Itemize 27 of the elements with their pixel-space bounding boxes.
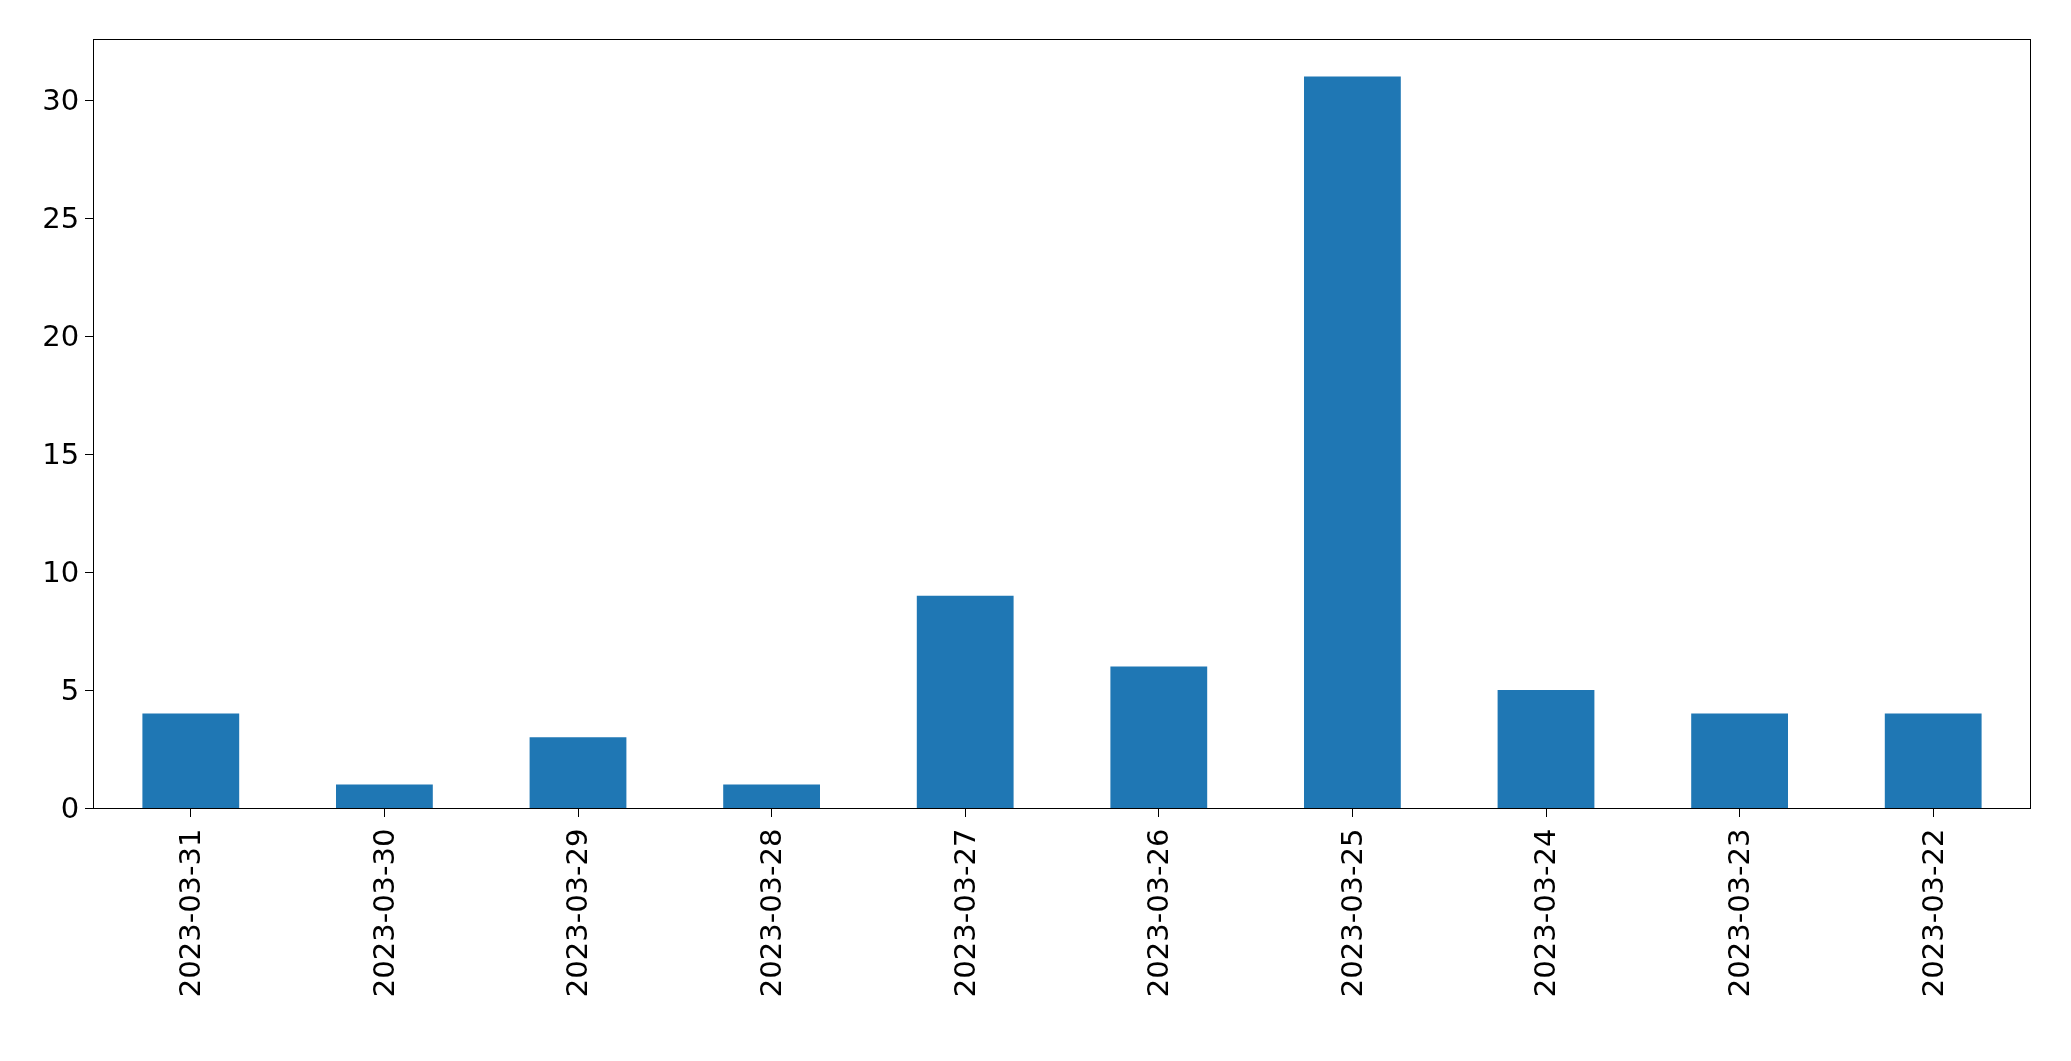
bar <box>529 737 627 808</box>
y-tick-label: 15 <box>42 437 80 472</box>
x-tick-label: 2023-03-30 <box>366 828 401 998</box>
x-tick-label: 2023-03-22 <box>1915 828 1950 998</box>
y-tick-label: 5 <box>60 673 80 708</box>
bar <box>1497 690 1595 808</box>
bar <box>142 713 240 808</box>
bar <box>1110 666 1208 808</box>
y-tick-label: 30 <box>42 83 80 118</box>
bar <box>723 784 820 808</box>
y-tick-label: 20 <box>42 319 80 354</box>
x-tick-label: 2023-03-26 <box>1141 828 1176 998</box>
bar <box>336 784 433 808</box>
x-tick-label: 2023-03-23 <box>1722 828 1757 998</box>
bar <box>1691 713 1788 808</box>
bar <box>916 595 1014 808</box>
x-tick-label: 2023-03-24 <box>1528 828 1563 998</box>
bar <box>1884 713 1982 808</box>
bar <box>1304 76 1401 808</box>
x-tick-label: 2023-03-29 <box>560 828 595 998</box>
y-tick-label: 25 <box>42 201 80 236</box>
y-tick-label: 10 <box>42 555 80 590</box>
x-tick-label: 2023-03-31 <box>173 828 208 998</box>
y-tick-label: 0 <box>60 791 80 826</box>
x-tick-label: 2023-03-28 <box>754 828 789 998</box>
x-tick-label: 2023-03-25 <box>1334 828 1369 998</box>
x-tick-label: 2023-03-27 <box>947 828 982 998</box>
